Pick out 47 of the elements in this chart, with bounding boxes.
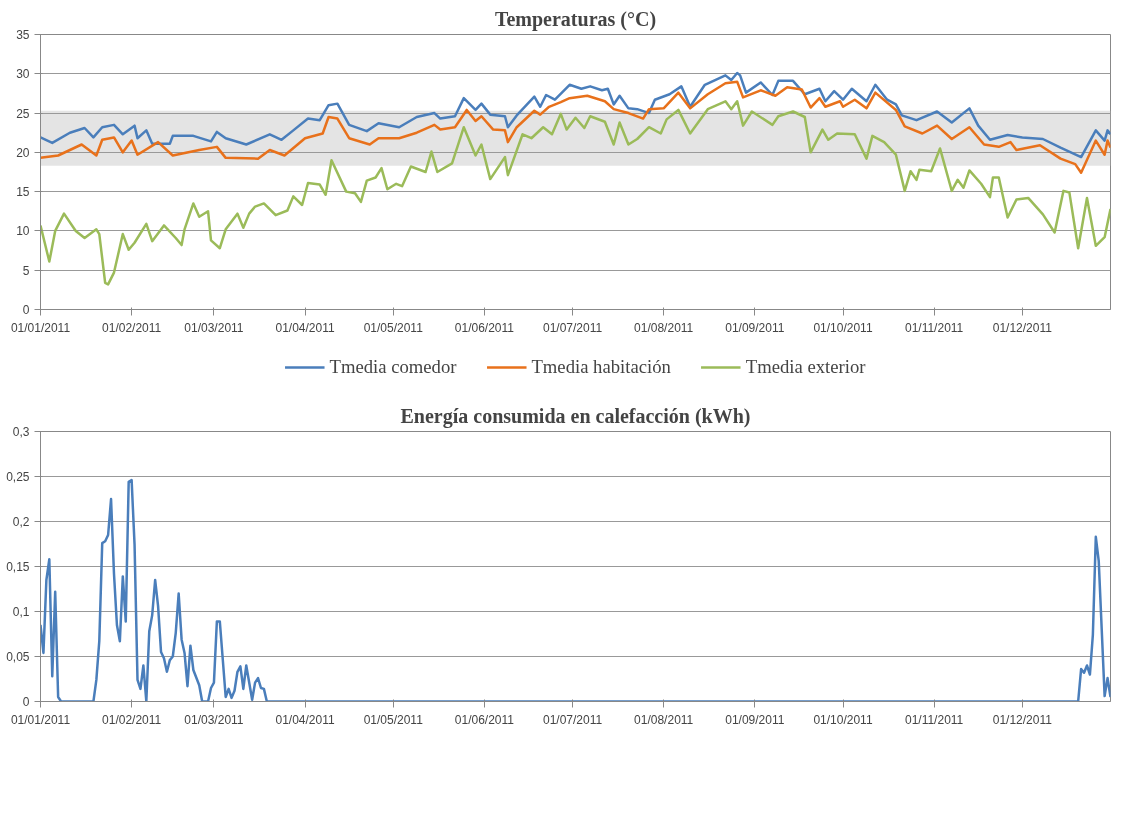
x-tick-label: 01/06/2011 [454,320,515,335]
y-tick-label: 25 [16,106,30,121]
x-tick-label: 01/12/2011 [992,320,1053,335]
x-tick-label: 01/06/2011 [454,712,515,727]
x-tick-label: 01/02/2011 [102,320,162,335]
x-tick-label: 01/09/2011 [725,320,785,335]
x-tick-label: 01/08/2011 [634,320,694,335]
line-series [40,80,1111,175]
y-tick-label: 35 [16,28,30,42]
legend-label: Tmedia habitación [531,356,671,378]
x-tick-label: 01/12/2011 [992,712,1053,727]
x-tick-label: 01/05/2011 [363,320,424,335]
x-tick-label: 01/09/2011 [725,712,785,727]
x-tick-label: 01/04/2011 [275,712,335,727]
chart-title: Temperaturas (°C) [494,7,657,31]
y-tick-label: 0,2 [12,515,30,529]
y-tick-label: 0,05 [6,650,30,664]
x-tick-label: 01/11/2011 [904,320,964,335]
x-tick-label: 01/01/2011 [10,712,71,727]
y-tick-label: 0 [22,695,30,709]
x-tick-label: 01/04/2011 [275,320,335,335]
x-tick-label: 01/08/2011 [634,712,694,727]
x-tick-label: 01/03/2011 [184,712,244,727]
x-tick-label: 01/07/2011 [542,320,603,335]
y-tick-label: 5 [22,263,30,278]
x-tick-label: 01/03/2011 [184,320,244,335]
x-tick-label: 01/11/2011 [904,712,964,727]
y-tick-label: 0,1 [12,605,30,619]
y-tick-label: 0 [22,303,30,317]
y-tick-label: 30 [16,67,30,82]
x-tick-label: 01/02/2011 [102,712,162,727]
y-tick-label: 20 [16,145,30,160]
legend-label: Tmedia exterior [745,356,866,378]
x-tick-label: 01/01/2011 [10,320,71,335]
x-tick-label: 01/07/2011 [542,712,603,727]
x-tick-label: 01/10/2011 [813,320,873,335]
y-tick-label: 0,25 [6,470,30,484]
x-tick-label: 01/10/2011 [813,712,873,727]
y-tick-label: 0,3 [12,425,30,439]
line-series [40,100,1111,286]
legend-label: Tmedia comedor [329,356,457,378]
y-tick-label: 0,15 [6,560,30,574]
x-tick-label: 01/05/2011 [363,712,424,727]
y-tick-label: 15 [16,185,30,200]
y-tick-label: 10 [16,224,30,239]
chart-title: Energía consumida en calefacción (kWh) [400,404,751,428]
line-series [40,71,1111,159]
